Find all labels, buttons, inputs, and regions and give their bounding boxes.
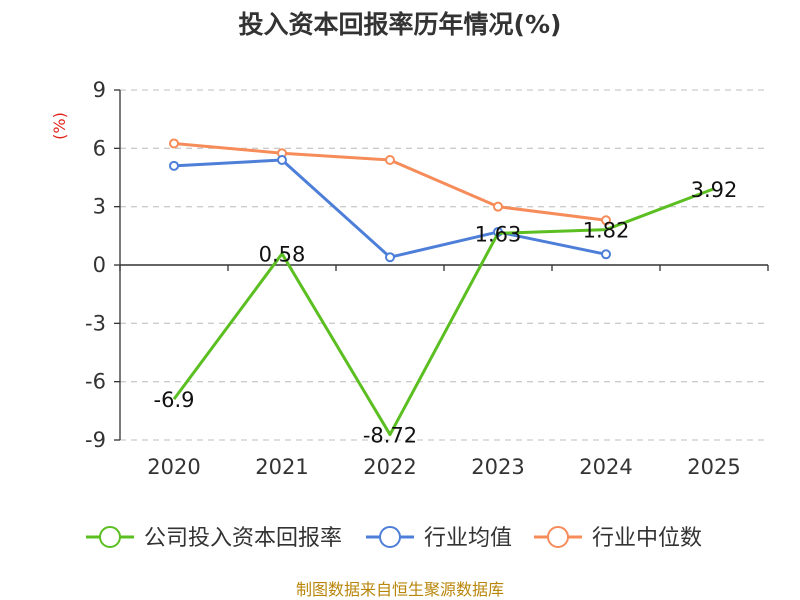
y-tick-label: -9 xyxy=(85,428,106,452)
series-point-1 xyxy=(277,155,287,165)
series-line-1 xyxy=(173,158,607,259)
series-point-2 xyxy=(601,215,611,226)
x-tick-label: 2025 xyxy=(687,455,740,479)
data-label: 1.82 xyxy=(583,219,630,243)
legend-marker xyxy=(379,526,401,548)
data-label: -8.72 xyxy=(363,424,417,448)
x-tick-label: 2024 xyxy=(579,455,632,479)
y-tick-label: -3 xyxy=(85,311,106,335)
series-point-2 xyxy=(493,201,503,212)
y-tick-label: 0 xyxy=(93,253,106,277)
y-tick-label: -6 xyxy=(85,370,106,394)
y-tick-label: 6 xyxy=(93,136,106,160)
data-label: 0.58 xyxy=(259,243,306,267)
legend-marker xyxy=(547,526,569,548)
data-label: 3.92 xyxy=(691,178,738,202)
legend-item-0[interactable]: 公司投入资本回报率 xyxy=(86,526,342,551)
legend-marker xyxy=(99,526,121,548)
y-tick-label: 9 xyxy=(93,78,106,102)
source-note: 制图数据来自恒生聚源数据库 xyxy=(296,580,504,599)
x-tick-label: 2020 xyxy=(147,455,200,479)
grid-lines xyxy=(120,89,768,441)
y-axis-unit: (%) xyxy=(50,112,69,140)
axes: 9 6 3 0 -3 -6 -9 2020 2021 2022 2023 2024 2025 xyxy=(85,78,769,479)
data-label: 1.63 xyxy=(475,222,522,246)
y-tick-label: 3 xyxy=(93,195,106,219)
legend[interactable]: 公司投入资本回报率 行业均值 行业中位数 xyxy=(86,526,702,551)
legend-item-2[interactable]: 行业中位数 xyxy=(534,526,702,551)
series-lines xyxy=(169,138,715,437)
series-line-0 xyxy=(172,187,715,437)
data-labels: -6.9 0.58 -8.72 1.63 1.82 3.92 xyxy=(154,178,738,448)
series-point-2 xyxy=(169,138,179,149)
legend-item-1[interactable]: 行业均值 xyxy=(366,526,512,551)
legend-label: 行业均值 xyxy=(424,526,512,551)
series-point-1 xyxy=(169,160,179,171)
x-tick-label: 2021 xyxy=(255,455,308,479)
data-label: -6.9 xyxy=(154,388,195,412)
chart-title: 投入资本回报率历年情况(%) xyxy=(239,10,562,39)
legend-label: 公司投入资本回报率 xyxy=(144,526,342,551)
x-tick-label: 2023 xyxy=(471,455,524,479)
series-point-2 xyxy=(385,155,395,165)
series-point-1 xyxy=(385,252,395,263)
legend-label: 行业中位数 xyxy=(592,526,702,551)
series-line-2 xyxy=(173,141,607,222)
x-tick-label: 2022 xyxy=(363,455,416,479)
series-point-1 xyxy=(601,249,611,260)
